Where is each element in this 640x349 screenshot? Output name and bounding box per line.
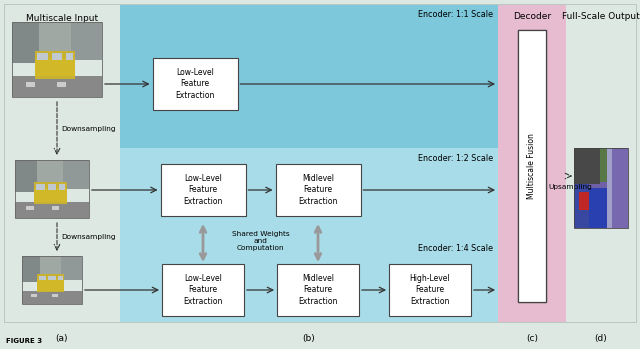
- Text: Downsampling: Downsampling: [61, 234, 115, 240]
- Bar: [66, 53, 73, 60]
- Bar: [22, 291, 82, 304]
- Bar: [26, 206, 33, 210]
- Bar: [12, 76, 102, 97]
- Bar: [33, 188, 67, 202]
- Bar: [120, 148, 498, 322]
- Bar: [518, 30, 546, 302]
- Bar: [26, 82, 35, 87]
- FancyBboxPatch shape: [389, 264, 471, 316]
- Bar: [589, 188, 608, 228]
- Text: Encoder: 1:1 Scale: Encoder: 1:1 Scale: [418, 10, 493, 19]
- Text: Multiscale Fusion: Multiscale Fusion: [527, 133, 536, 199]
- Text: High-Level
Feature
Extraction: High-Level Feature Extraction: [410, 274, 451, 306]
- Bar: [35, 51, 75, 79]
- Bar: [47, 184, 56, 190]
- Bar: [39, 276, 46, 281]
- Bar: [15, 160, 89, 186]
- Bar: [37, 274, 64, 292]
- Bar: [61, 256, 82, 280]
- Bar: [12, 22, 39, 63]
- Text: Upsampling: Upsampling: [548, 184, 592, 190]
- Text: Shared Weights
and
Computation: Shared Weights and Computation: [232, 231, 289, 251]
- Text: Midlevel
Feature
Extraction: Midlevel Feature Extraction: [298, 274, 338, 306]
- Text: FIGURE 3: FIGURE 3: [6, 338, 42, 344]
- Bar: [612, 148, 628, 228]
- Text: Low-Level
Feature
Extraction: Low-Level Feature Extraction: [183, 274, 223, 306]
- FancyBboxPatch shape: [161, 164, 246, 216]
- Text: Encoder: 1:4 Scale: Encoder: 1:4 Scale: [418, 244, 493, 253]
- Bar: [70, 22, 102, 59]
- Bar: [15, 160, 89, 218]
- Bar: [600, 148, 628, 181]
- Bar: [37, 53, 48, 60]
- FancyBboxPatch shape: [152, 58, 237, 110]
- Bar: [37, 279, 64, 291]
- Text: Full-Scale Output: Full-Scale Output: [562, 12, 640, 21]
- Bar: [36, 184, 45, 190]
- Bar: [579, 192, 589, 210]
- Bar: [574, 184, 589, 228]
- Bar: [22, 256, 82, 304]
- Bar: [12, 22, 102, 56]
- Bar: [52, 206, 60, 210]
- Bar: [15, 160, 37, 192]
- Bar: [15, 202, 89, 218]
- FancyBboxPatch shape: [275, 164, 360, 216]
- Text: (b): (b): [303, 334, 316, 343]
- Bar: [35, 58, 75, 76]
- Text: (c): (c): [526, 334, 538, 343]
- Text: Midlevel
Feature
Extraction: Midlevel Feature Extraction: [298, 174, 338, 206]
- Bar: [498, 4, 566, 322]
- Text: Encoder: 1:2 Scale: Encoder: 1:2 Scale: [418, 154, 493, 163]
- FancyBboxPatch shape: [277, 264, 359, 316]
- Bar: [4, 4, 120, 322]
- Text: Downsampling: Downsampling: [61, 126, 115, 132]
- Bar: [52, 53, 63, 60]
- Bar: [566, 4, 636, 322]
- Bar: [607, 148, 612, 228]
- Bar: [12, 22, 102, 97]
- Bar: [58, 276, 63, 281]
- Text: Multiscale Input: Multiscale Input: [26, 14, 98, 23]
- Text: Low-Level
Feature
Extraction: Low-Level Feature Extraction: [175, 68, 214, 99]
- FancyBboxPatch shape: [162, 264, 244, 316]
- Text: Decoder: Decoder: [513, 12, 551, 21]
- Text: (a): (a): [56, 334, 68, 343]
- Bar: [574, 148, 628, 228]
- Bar: [574, 148, 600, 184]
- Bar: [120, 4, 498, 148]
- Text: Low-Level
Feature
Extraction: Low-Level Feature Extraction: [183, 174, 223, 206]
- Bar: [22, 256, 40, 282]
- Bar: [31, 295, 37, 297]
- Bar: [49, 276, 56, 281]
- Bar: [52, 295, 58, 297]
- Bar: [574, 148, 628, 228]
- Text: (d): (d): [595, 334, 607, 343]
- Bar: [518, 30, 546, 302]
- Bar: [22, 256, 82, 277]
- Bar: [57, 82, 66, 87]
- Bar: [33, 182, 67, 204]
- Bar: [63, 160, 89, 189]
- Bar: [60, 184, 65, 190]
